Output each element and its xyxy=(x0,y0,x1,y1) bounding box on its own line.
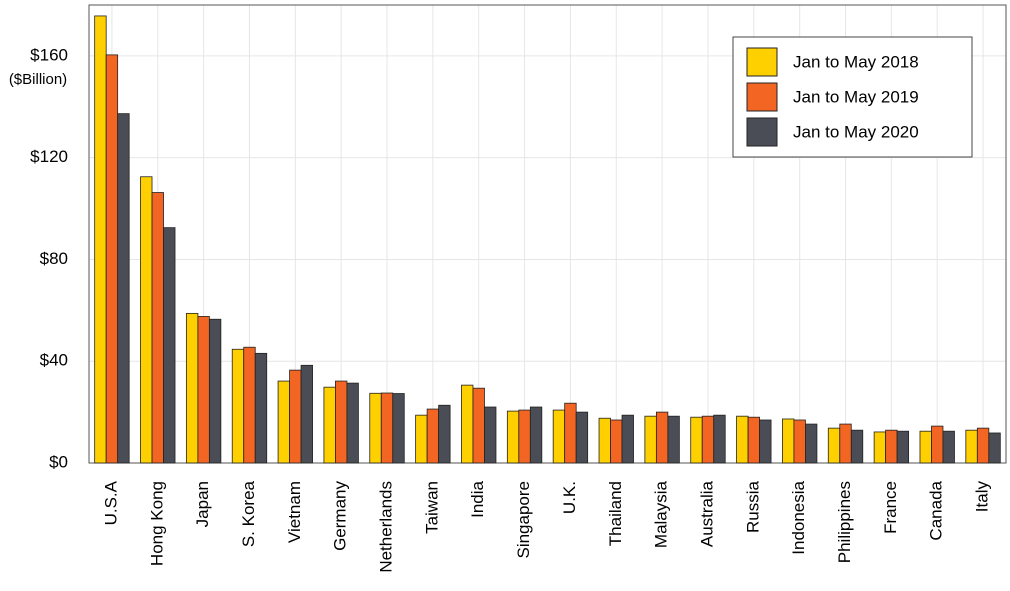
bar xyxy=(472,387,485,464)
bar xyxy=(885,429,898,464)
bar xyxy=(289,369,302,464)
bar xyxy=(185,312,199,464)
x-tick-label: U.S.A xyxy=(101,480,120,525)
bar xyxy=(392,393,405,464)
bar xyxy=(564,402,577,464)
y-tick-label: $0 xyxy=(49,452,68,471)
x-tick-label: Taiwan xyxy=(422,481,441,534)
bar xyxy=(747,416,760,464)
x-tick-label: Hong Kong xyxy=(147,481,166,566)
bar xyxy=(369,392,382,464)
bar xyxy=(243,346,256,464)
legend-label: Jan to May 2018 xyxy=(793,52,919,71)
x-tick-label: India xyxy=(468,480,487,517)
bar xyxy=(598,417,611,464)
bar xyxy=(782,418,795,464)
bar xyxy=(610,419,623,464)
bar xyxy=(759,419,772,464)
bar xyxy=(931,425,944,464)
plot-frame xyxy=(88,4,1007,464)
legend-swatch xyxy=(746,117,778,147)
x-tick-label: Australia xyxy=(697,480,716,547)
x-tick-label: Netherlands xyxy=(377,481,396,573)
x-tick-label: Italy xyxy=(973,481,992,513)
bar xyxy=(690,416,703,464)
bar xyxy=(919,430,932,464)
bar xyxy=(197,316,210,464)
bar xyxy=(300,364,313,464)
bar xyxy=(873,431,887,464)
legend-label: Jan to May 2020 xyxy=(793,122,919,141)
bar xyxy=(942,430,955,464)
x-tick-label: S. Korea xyxy=(239,480,258,547)
bar xyxy=(552,409,566,464)
x-tick-label: Vietnam xyxy=(285,481,304,543)
bar xyxy=(105,54,119,464)
bar xyxy=(965,429,978,464)
bar xyxy=(644,415,657,464)
bar xyxy=(94,15,107,464)
bar xyxy=(415,414,428,464)
bar xyxy=(896,430,910,464)
x-tick-label: U.K. xyxy=(560,481,579,514)
bar xyxy=(667,415,680,464)
bar xyxy=(484,406,497,464)
bar xyxy=(713,414,726,464)
y-axis-label: ($Billion) xyxy=(9,71,67,88)
bar xyxy=(506,410,520,464)
bar xyxy=(976,427,990,464)
x-tick-label: Canada xyxy=(927,480,946,540)
bar xyxy=(426,408,440,464)
bar xyxy=(736,415,749,464)
bar xyxy=(346,382,359,464)
bar xyxy=(380,392,394,464)
bar xyxy=(805,423,818,464)
legend-swatch xyxy=(746,47,778,77)
bar xyxy=(140,176,153,464)
bar xyxy=(529,406,543,464)
x-tick-label: Malaysia xyxy=(652,480,671,548)
bar xyxy=(335,380,348,464)
bar xyxy=(163,227,176,464)
legend-label: Jan to May 2019 xyxy=(793,87,919,106)
bar xyxy=(277,380,290,464)
bar xyxy=(839,423,852,464)
x-tick-label: Russia xyxy=(743,480,762,533)
bar xyxy=(518,409,531,464)
bar xyxy=(621,414,634,464)
bar xyxy=(254,352,268,464)
bar xyxy=(231,348,245,464)
x-tick-label: Singapore xyxy=(514,481,533,559)
y-tick-label: $80 xyxy=(40,249,68,268)
x-tick-label: Thailand xyxy=(606,481,625,546)
x-tick-label: Philippines xyxy=(835,481,854,563)
bar xyxy=(793,419,806,464)
bar xyxy=(117,113,130,464)
bar xyxy=(988,432,1001,464)
bar xyxy=(850,429,864,464)
x-tick-label: Japan xyxy=(193,481,212,527)
bar xyxy=(438,404,451,464)
bar xyxy=(827,427,841,464)
x-tick-label: Indonesia xyxy=(789,480,808,554)
bar xyxy=(655,411,669,464)
bar xyxy=(701,415,715,464)
legend-swatch xyxy=(746,82,778,112)
bar xyxy=(208,318,222,464)
bar xyxy=(323,386,336,464)
x-tick-label: France xyxy=(881,481,900,534)
y-tick-label: $40 xyxy=(40,351,68,370)
y-tick-label: $160 xyxy=(30,45,68,64)
x-tick-label: Germany xyxy=(331,481,350,551)
bar xyxy=(151,192,164,464)
bar xyxy=(461,384,474,464)
y-tick-label: $120 xyxy=(30,147,68,166)
bar xyxy=(575,411,589,464)
